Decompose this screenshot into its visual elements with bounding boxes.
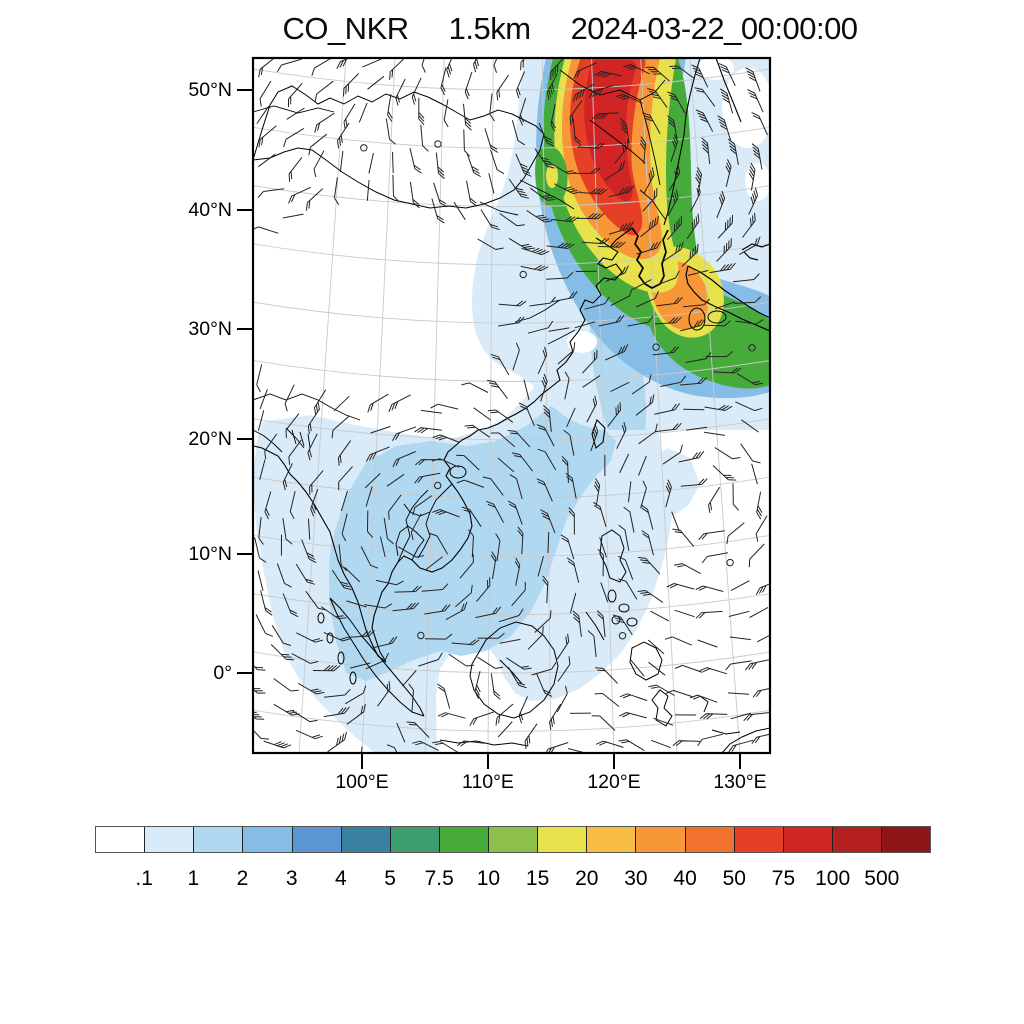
colorbar-cell [734,827,784,852]
colorbar-cell [587,827,637,852]
colorbar-label: 5 [384,867,396,890]
lat-tick-label: 10°N [188,543,232,565]
colorbar-label: 20 [575,867,599,890]
lon-tick-label: 100°E [335,771,389,793]
lat-tick-label: 20°N [188,428,232,450]
colorbar-label: 7.5 [424,867,454,890]
colorbar-cell [292,827,342,852]
colorbar-label: 75 [771,867,796,890]
colorbar [95,826,931,853]
lat-tick-label: 30°N [188,318,232,340]
map-frame [237,56,772,769]
colorbar-cell [439,827,489,852]
plot-title: CO_NKR 1.5km 2024-03-22_00:00:00 [210,8,930,50]
colorbar-cell [96,827,146,852]
colorbar-cell [882,827,931,852]
lon-tick-label: 120°E [587,771,641,793]
colorbar-cell [390,827,440,852]
title-datetime: 2024-03-22_00:00:00 [570,11,858,46]
colorbar-cell [832,827,882,852]
colorbar-label: 4 [335,867,347,890]
colorbar-label: 10 [476,867,501,890]
title-variable: CO_NKR [282,11,409,46]
colorbar-label: 50 [722,867,746,890]
colorbar-cell [489,827,539,852]
lat-tick-label: 40°N [188,199,232,221]
colorbar-cell [145,827,195,852]
lon-tick-label: 130°E [713,771,767,793]
wind-barbs [253,58,770,753]
concentration-field [254,58,770,753]
colorbar-label: 500 [864,867,900,890]
colorbar-cell [243,827,293,852]
graticule [253,58,770,753]
colorbar-label: 1 [187,867,200,890]
colorbar-cell [341,827,391,852]
colorbar-cell [636,827,686,852]
colorbar-label: 100 [815,867,851,890]
lat-tick-label: 0° [213,662,232,684]
colorbar-cell [783,827,833,852]
lon-tick-label: 110°E [462,771,514,793]
colorbar-label: .1 [135,867,153,890]
colorbar-label: 30 [624,867,648,890]
colorbar-label: 40 [673,867,697,890]
colorbar-cell [685,827,735,852]
colorbar-label: 15 [525,867,550,890]
colorbar-cell [194,827,244,852]
title-level: 1.5km [448,11,531,46]
colorbar-cell [538,827,588,852]
lat-tick-label: 50°N [188,79,232,101]
colorbar-label: 2 [236,867,249,890]
colorbar-label: 3 [285,867,298,890]
